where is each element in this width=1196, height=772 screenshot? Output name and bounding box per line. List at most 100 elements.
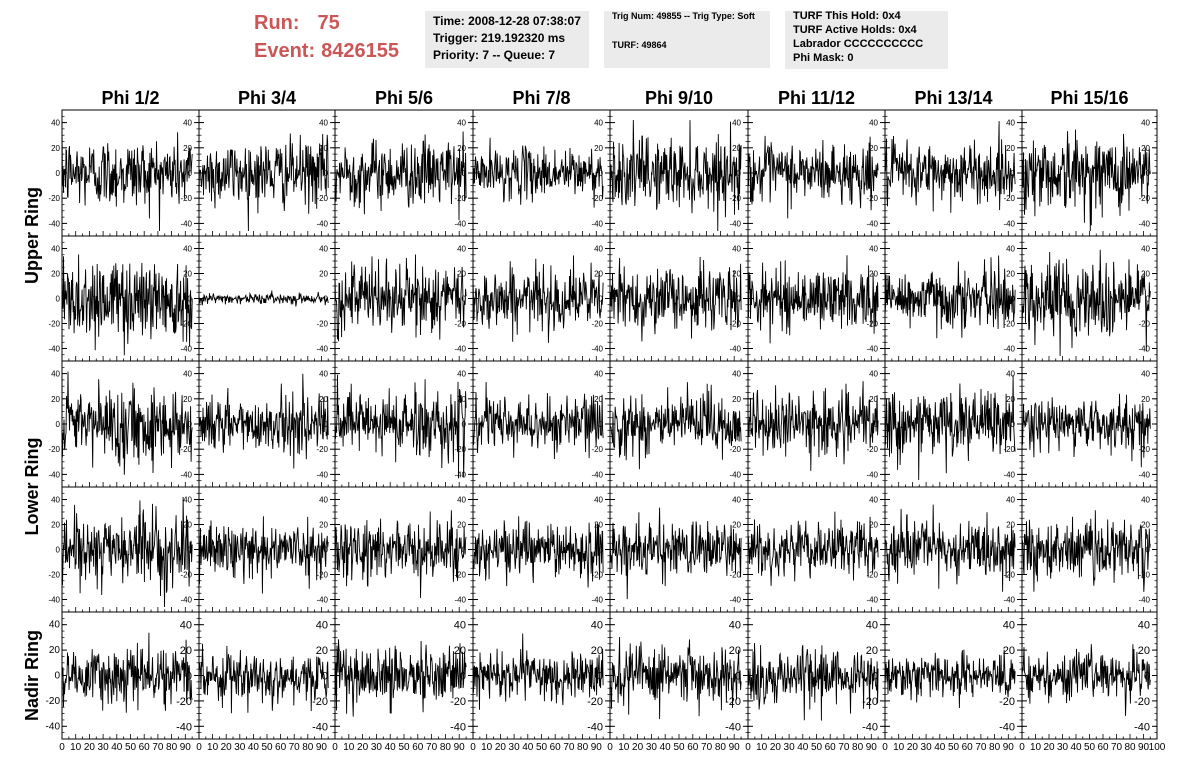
y-tick-label: 40 <box>869 370 878 379</box>
x-tick-label: 70 <box>838 742 850 753</box>
y-tick-label: 0 <box>1011 420 1016 429</box>
y-tick-label: 40 <box>1141 119 1150 128</box>
y-tick-label: 0 <box>1144 671 1150 683</box>
y-tick-label: 20 <box>591 645 603 657</box>
y-tick-label: -40 <box>729 596 741 605</box>
x-tick-label: 0 <box>196 742 202 753</box>
x-tick-label: 10 <box>1030 742 1042 753</box>
y-tick-label: 20 <box>1138 645 1150 657</box>
y-tick-label: 40 <box>51 119 60 128</box>
y-tick-label: -40 <box>454 219 466 228</box>
x-tick-label: 100 <box>1149 742 1166 753</box>
x-tick-label: 30 <box>921 742 933 753</box>
y-tick-label: 20 <box>319 270 328 279</box>
waveform-trace <box>1021 644 1151 716</box>
y-tick-label: -20 <box>450 696 466 708</box>
y-tick-label: -40 <box>729 470 741 479</box>
y-tick-label: 40 <box>183 370 192 379</box>
x-tick-label: 70 <box>701 742 713 753</box>
y-tick-label: 40 <box>594 496 603 505</box>
y-tick-label: -20 <box>1134 696 1150 708</box>
y-tick-label: 20 <box>457 144 466 153</box>
x-tick-label: 80 <box>715 742 727 753</box>
x-tick-label: 40 <box>111 742 123 753</box>
y-tick-label: -20 <box>316 571 328 580</box>
column-title: Phi 15/16 <box>1050 88 1128 108</box>
event-line: Event: 8426155 <box>254 40 399 63</box>
column-title: Phi 9/10 <box>645 88 713 108</box>
waveform-trace <box>334 254 467 342</box>
y-tick-label: 40 <box>1138 620 1150 632</box>
y-tick-label: -40 <box>866 219 878 228</box>
x-tick-label: 50 <box>261 742 273 753</box>
y-tick-label: -20 <box>591 571 603 580</box>
waveform-trace <box>198 290 329 307</box>
x-tick-label: 0 <box>470 742 476 753</box>
y-tick-label: 40 <box>454 620 466 632</box>
column-title: Phi 3/4 <box>238 88 296 108</box>
y-tick-label: 20 <box>594 144 603 153</box>
y-tick-label: 40 <box>1141 370 1150 379</box>
waveform-trace <box>198 373 329 469</box>
waveform-trace <box>747 255 879 344</box>
y-tick-label: 40 <box>319 245 328 254</box>
y-tick-label: 20 <box>1141 270 1150 279</box>
waveform-trace <box>609 507 742 600</box>
y-tick-label: 0 <box>599 169 604 178</box>
y-tick-label: -20 <box>176 696 192 708</box>
x-tick-label: 50 <box>673 742 685 753</box>
y-tick-label: -20 <box>729 320 741 329</box>
waveform-trace <box>61 371 193 475</box>
x-tick-label: 90 <box>316 742 328 753</box>
y-tick-label: 20 <box>319 144 328 153</box>
y-tick-label: -40 <box>862 721 878 733</box>
x-tick-label: 10 <box>756 742 768 753</box>
y-tick-label: -20 <box>729 194 741 203</box>
x-tick-label: 40 <box>522 742 534 753</box>
y-tick-label: 20 <box>732 144 741 153</box>
priority-text: Priority: 7 -- Queue: 7 <box>433 48 556 62</box>
row-group-label: Upper Ring <box>22 187 42 284</box>
x-tick-label: 90 <box>729 742 741 753</box>
time-text: Time: 2008-12-28 07:38:07 <box>433 14 581 28</box>
waveform-trace <box>884 255 1016 339</box>
waveform-trace <box>609 382 742 470</box>
y-tick-label: -20 <box>454 571 466 580</box>
y-tick-label: 40 <box>869 119 878 128</box>
x-tick-label: 20 <box>221 742 233 753</box>
y-tick-label: -40 <box>180 345 192 354</box>
event-value: 8426155 <box>321 40 399 62</box>
trig-num-text: Trig Num: 49855 -- Trig Type: Soft <box>612 11 755 21</box>
y-tick-label: -20 <box>48 194 60 203</box>
x-tick-label: 30 <box>509 742 521 753</box>
y-tick-label: 40 <box>183 245 192 254</box>
y-tick-label: 40 <box>866 620 878 632</box>
y-tick-label: -40 <box>729 219 741 228</box>
waveform-trace <box>472 255 604 343</box>
y-tick-label: -20 <box>48 320 60 329</box>
y-tick-label: 0 <box>1146 169 1151 178</box>
y-tick-label: 40 <box>732 496 741 505</box>
y-tick-label: 40 <box>1141 496 1150 505</box>
y-tick-label: -20 <box>316 194 328 203</box>
x-tick-label: 70 <box>563 742 575 753</box>
y-tick-label: 20 <box>869 270 878 279</box>
x-tick-label: 90 <box>180 742 192 753</box>
y-tick-label: 40 <box>1006 370 1015 379</box>
y-tick-label: 0 <box>56 420 61 429</box>
x-tick-label: 20 <box>1043 742 1055 753</box>
y-tick-label: 40 <box>180 620 192 632</box>
waveform-trace <box>884 649 1016 709</box>
y-tick-label: 0 <box>737 295 742 304</box>
y-tick-label: 20 <box>1006 395 1015 404</box>
